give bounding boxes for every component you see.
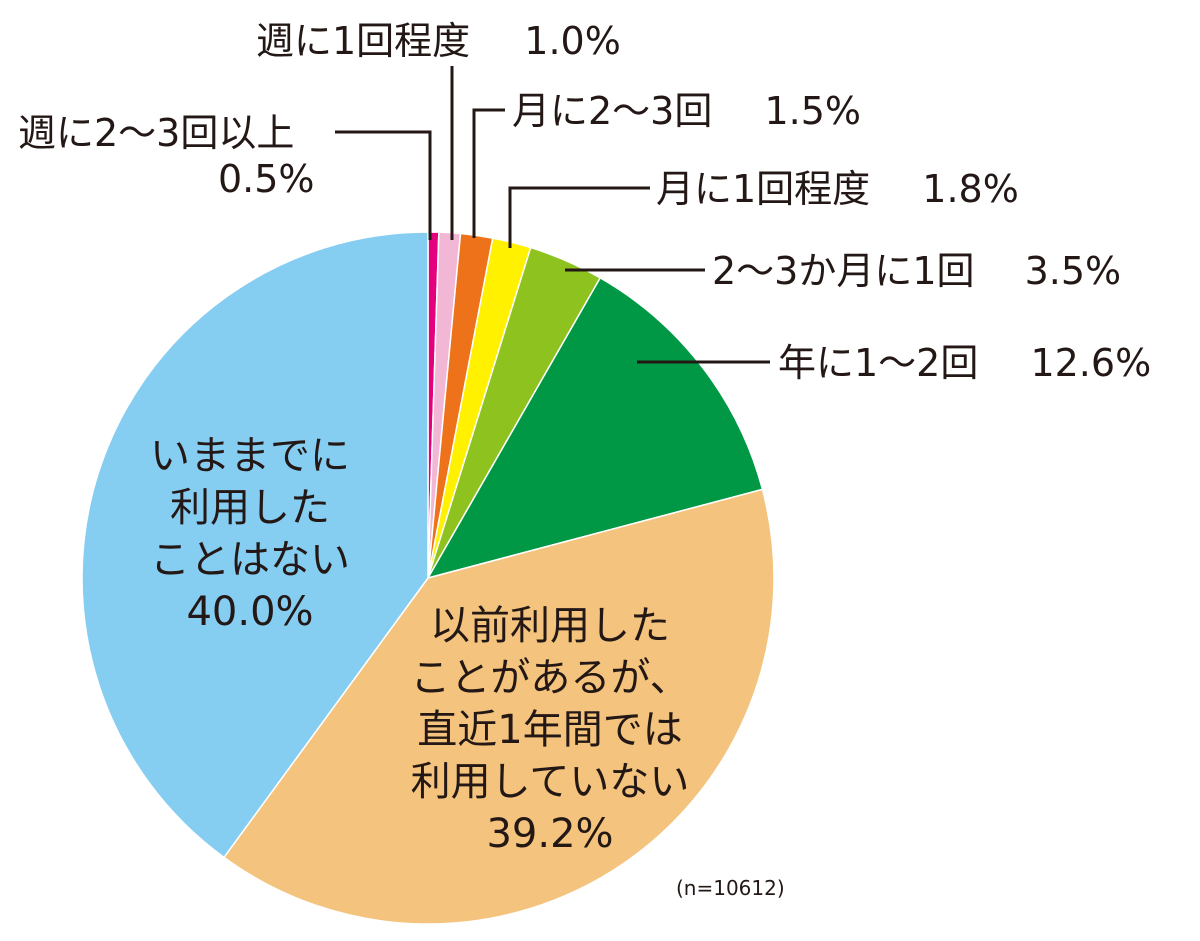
label-never-used-line1: いままでに <box>150 433 350 479</box>
label-weekly-2-3-times-name: 週に2〜3回以上 <box>18 111 295 155</box>
label-weekly-once-value: 1.0% <box>524 19 621 63</box>
label-every-2-3-months-value: 3.5% <box>1024 249 1122 293</box>
leader-line-monthly-1 <box>508 186 650 248</box>
label-used-before-line3: 直近1年間では <box>417 707 683 753</box>
leader-line-weekly-2-3 <box>335 130 432 240</box>
label-weekly-once: 週に1回程度 1.0% <box>256 18 621 64</box>
slice-never-used <box>81 231 429 859</box>
slice-used-before-not-recent <box>222 488 775 925</box>
label-weekly-2-3-times: 週に2〜3回以上 0.5% <box>18 110 315 202</box>
label-yearly-1-2-name: 年に1〜2回 <box>778 341 979 385</box>
label-weekly-2-3-times-value: 0.5% <box>218 157 315 201</box>
label-monthly-once: 月に1回程度 1.8% <box>656 166 1019 212</box>
label-monthly-2-3-times-value: 1.5% <box>764 89 861 133</box>
label-never-used-line2: 利用した <box>170 485 330 531</box>
label-used-before-line4: 利用していない <box>410 759 690 805</box>
label-used-before-line1: 以前利用した <box>430 603 670 649</box>
label-every-2-3-months: 2〜3か月に1回 3.5% <box>712 248 1121 294</box>
label-weekly-once-name: 週に1回程度 <box>256 19 471 63</box>
label-never-used: いままでに 利用した ことはない 40.0% <box>135 430 365 638</box>
slice-yearly-1-2 <box>426 276 764 580</box>
label-used-before-value: 39.2% <box>486 811 614 857</box>
leader-line-monthly-2-3 <box>472 108 505 238</box>
label-yearly-1-2: 年に1〜2回 12.6% <box>778 340 1151 386</box>
label-monthly-2-3-times-name: 月に2〜3回 <box>512 89 713 133</box>
sample-size-note: (n=10612) <box>676 876 785 900</box>
label-used-before-line2: ことがあるが、 <box>410 655 690 701</box>
label-monthly-2-3-times: 月に2〜3回 1.5% <box>512 88 861 134</box>
label-monthly-once-name: 月に1回程度 <box>656 167 871 211</box>
leader-lines <box>335 66 770 364</box>
label-monthly-once-value: 1.8% <box>922 167 1019 211</box>
label-used-before: 以前利用した ことがあるが、 直近1年間では 利用していない 39.2% <box>400 600 700 860</box>
label-yearly-1-2-value: 12.6% <box>1030 341 1152 385</box>
label-never-used-value: 40.0% <box>186 589 314 635</box>
label-every-2-3-months-name: 2〜3か月に1回 <box>712 249 975 293</box>
label-never-used-line3: ことはない <box>150 537 350 583</box>
pie-slices <box>81 231 775 925</box>
